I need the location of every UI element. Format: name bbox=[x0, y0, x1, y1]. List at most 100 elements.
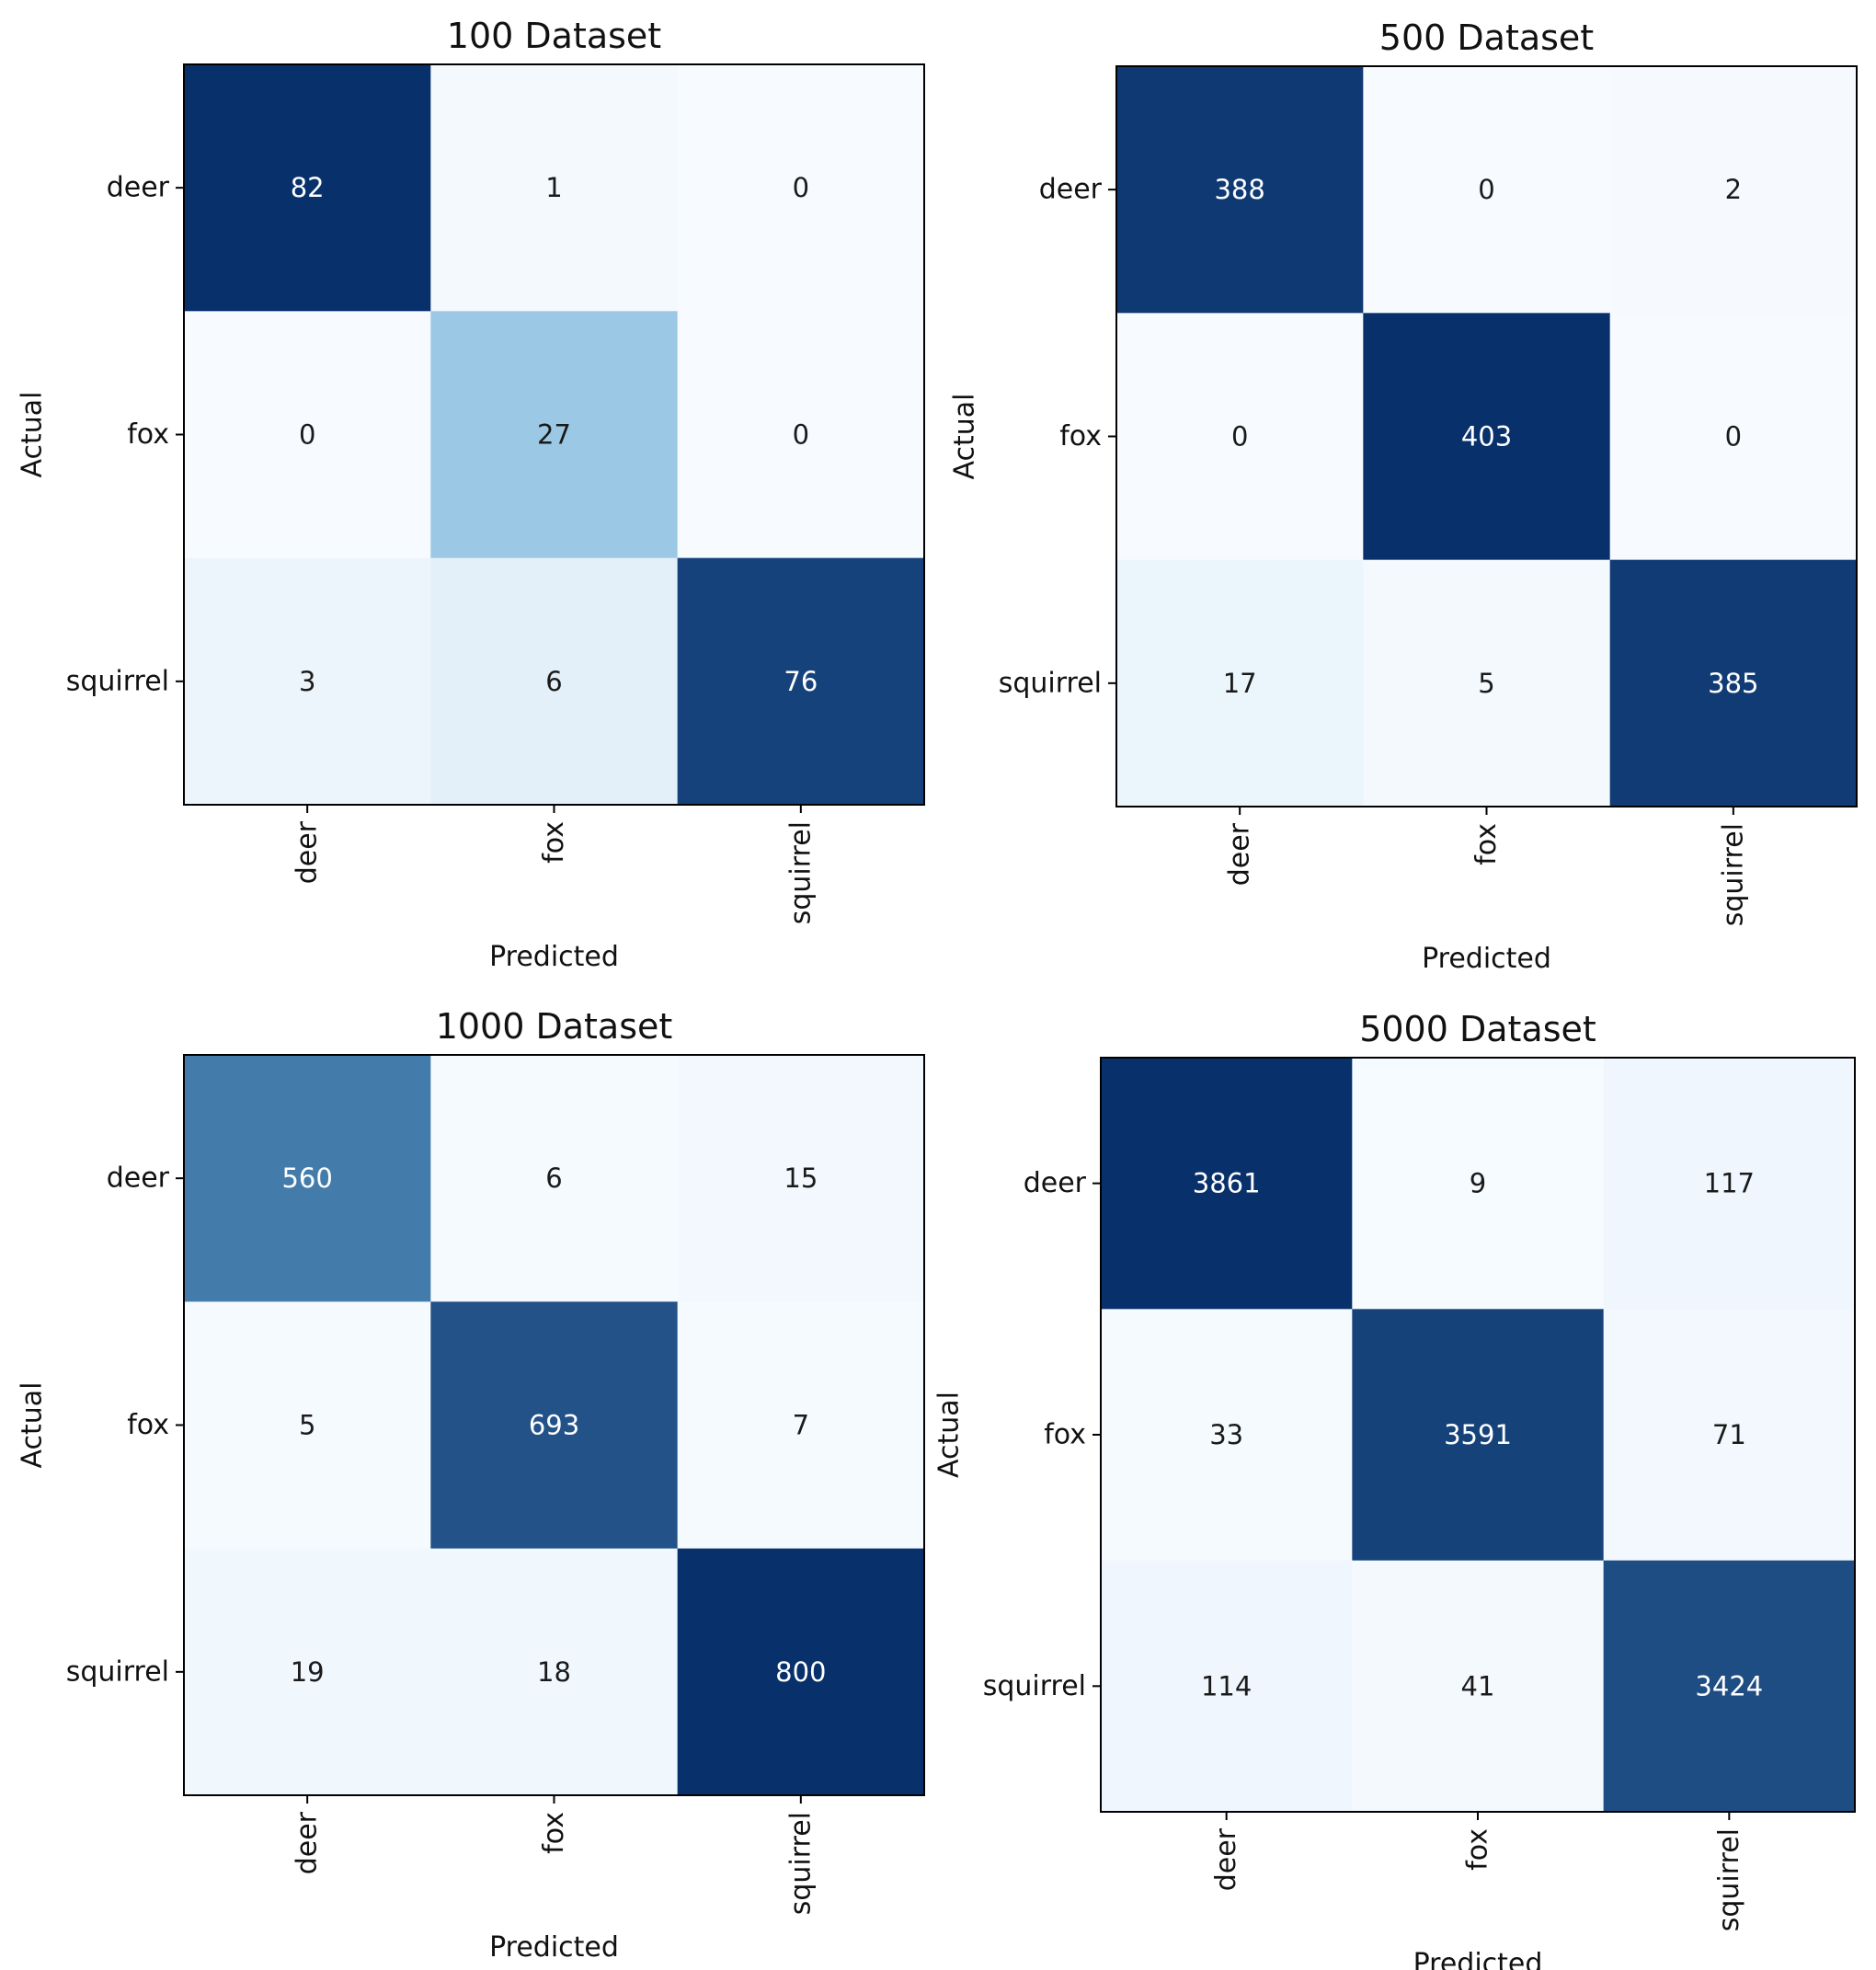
cell-value-label: 1 bbox=[545, 172, 562, 203]
x-tick-label: squirrel bbox=[1717, 823, 1749, 926]
y-tick-label: squirrel bbox=[999, 667, 1102, 699]
heatmap-cell bbox=[1609, 559, 1858, 807]
cell-value-label: 41 bbox=[1461, 1670, 1495, 1701]
y-tick-label: deer bbox=[107, 172, 170, 204]
heatmap-cell bbox=[184, 311, 431, 559]
y-axis-label: Actual bbox=[949, 394, 981, 480]
x-tick-label: deer bbox=[292, 820, 324, 884]
x-tick-label: squirrel bbox=[784, 821, 817, 924]
cell-value-label: 6 bbox=[545, 1163, 562, 1194]
cell-value-label: 0 bbox=[1725, 421, 1742, 452]
chart-title: 100 Dataset bbox=[447, 16, 661, 56]
heatmap-cell bbox=[1609, 313, 1858, 561]
cell-value-label: 27 bbox=[537, 419, 571, 451]
cell-value-label: 800 bbox=[775, 1656, 826, 1688]
cell-value-label: 0 bbox=[299, 419, 315, 451]
y-tick-label: squirrel bbox=[66, 1655, 169, 1688]
cell-value-label: 0 bbox=[793, 419, 809, 451]
cell-value-label: 693 bbox=[529, 1410, 579, 1441]
cell-value-label: 6 bbox=[545, 666, 562, 697]
heatmap-cell bbox=[1363, 559, 1611, 807]
cell-value-label: 2 bbox=[1725, 174, 1742, 205]
confusion-matrix-panel: 3861 9 117 33 3591 71 114 41 3424 5000 Dataset dee… bbox=[933, 1009, 1856, 1970]
x-tick-label: deer bbox=[292, 1811, 324, 1874]
confusion-matrix-panel: 82 1 0 0 27 0 3 6 76 100 Dataset deer fox squirrel de… bbox=[17, 16, 925, 973]
y-tick-label: fox bbox=[1044, 1419, 1086, 1451]
cell-value-label: 0 bbox=[1478, 174, 1494, 205]
cell-value-label: 385 bbox=[1708, 668, 1758, 699]
heatmap-cell bbox=[430, 1055, 679, 1302]
cell-value-label: 114 bbox=[1201, 1670, 1252, 1701]
heatmap-cell bbox=[677, 1301, 925, 1550]
cell-value-label: 117 bbox=[1704, 1168, 1755, 1199]
heatmap-cell bbox=[1363, 66, 1611, 314]
heatmap-cell bbox=[430, 1548, 679, 1796]
heatmap-cell bbox=[1116, 313, 1364, 561]
heatmap-cell bbox=[1116, 66, 1364, 314]
x-tick-label: squirrel bbox=[1713, 1828, 1745, 1931]
cell-value-label: 0 bbox=[793, 172, 809, 203]
cell-value-label: 3591 bbox=[1444, 1419, 1512, 1450]
cell-value-label: 18 bbox=[537, 1656, 571, 1688]
heatmap-cell bbox=[430, 64, 679, 312]
cell-value-label: 0 bbox=[1231, 421, 1248, 452]
heatmap-cell bbox=[677, 557, 925, 806]
y-tick-label: squirrel bbox=[66, 665, 169, 697]
cell-value-label: 71 bbox=[1712, 1419, 1746, 1450]
cell-value-label: 82 bbox=[291, 172, 325, 203]
cell-value-label: 76 bbox=[784, 666, 818, 697]
x-tick-label: squirrel bbox=[784, 1812, 817, 1915]
confusion-matrix-panel: 560 6 15 5 693 7 19 18 800 1000 Dataset deer fox squ… bbox=[17, 1006, 925, 1964]
y-tick-label: deer bbox=[107, 1163, 170, 1195]
heatmap-cell bbox=[1101, 1560, 1353, 1813]
heatmap-cell bbox=[677, 311, 925, 559]
chart-title: 1000 Dataset bbox=[436, 1006, 673, 1047]
x-tick-label: fox bbox=[1470, 823, 1503, 865]
heatmap-cell bbox=[677, 1548, 925, 1796]
y-tick-label: fox bbox=[1059, 420, 1102, 452]
heatmap-cell bbox=[677, 64, 925, 312]
cell-value-label: 560 bbox=[281, 1163, 332, 1194]
chart-title: 5000 Dataset bbox=[1359, 1009, 1596, 1049]
cell-value-label: 9 bbox=[1470, 1168, 1486, 1199]
cell-value-label: 5 bbox=[1478, 668, 1494, 699]
heatmap-cell bbox=[1352, 1309, 1605, 1562]
cell-value-label: 19 bbox=[291, 1656, 325, 1688]
heatmap-cell bbox=[184, 1548, 431, 1796]
heatmap-cell bbox=[1116, 559, 1364, 807]
heatmap-cell bbox=[1101, 1309, 1353, 1562]
y-tick-label: deer bbox=[1024, 1167, 1087, 1199]
cell-value-label: 33 bbox=[1209, 1419, 1243, 1450]
cell-value-label: 15 bbox=[784, 1163, 818, 1194]
cell-value-label: 403 bbox=[1461, 421, 1512, 452]
cell-value-label: 3424 bbox=[1695, 1670, 1763, 1701]
cell-value-label: 3 bbox=[299, 666, 315, 697]
heatmap-cell bbox=[1609, 66, 1858, 314]
chart-title: 500 Dataset bbox=[1379, 17, 1594, 58]
heatmap-cell bbox=[1352, 1560, 1605, 1813]
cell-value-label: 5 bbox=[299, 1410, 315, 1441]
heatmap-cell bbox=[1101, 1058, 1353, 1310]
heatmap-cell bbox=[1603, 1560, 1856, 1813]
heatmap-cell bbox=[1352, 1058, 1605, 1310]
x-axis-label: Predicted bbox=[1422, 943, 1551, 975]
x-axis-label: Predicted bbox=[489, 1931, 619, 1964]
y-tick-label: squirrel bbox=[983, 1670, 1086, 1702]
heatmap-cell bbox=[430, 557, 679, 806]
cell-value-label: 3861 bbox=[1193, 1168, 1261, 1199]
heatmap-cell bbox=[430, 1301, 679, 1550]
y-axis-label: Actual bbox=[933, 1392, 966, 1478]
cell-value-label: 388 bbox=[1214, 174, 1264, 205]
x-axis-label: Predicted bbox=[1413, 1948, 1543, 1970]
cell-value-label: 7 bbox=[793, 1410, 809, 1441]
x-tick-label: deer bbox=[1224, 822, 1256, 886]
cell-value-label: 17 bbox=[1223, 668, 1257, 699]
heatmap-cell bbox=[184, 64, 431, 312]
x-tick-label: deer bbox=[1210, 1827, 1242, 1891]
y-tick-label: fox bbox=[127, 418, 169, 451]
heatmap-cell bbox=[184, 1055, 431, 1302]
x-tick-label: fox bbox=[538, 821, 570, 864]
confusion-matrix-panel: 388 0 2 0 403 0 17 5 385 500 Dataset deer fox squirr… bbox=[949, 17, 1858, 975]
x-tick-label: fox bbox=[538, 1812, 570, 1854]
